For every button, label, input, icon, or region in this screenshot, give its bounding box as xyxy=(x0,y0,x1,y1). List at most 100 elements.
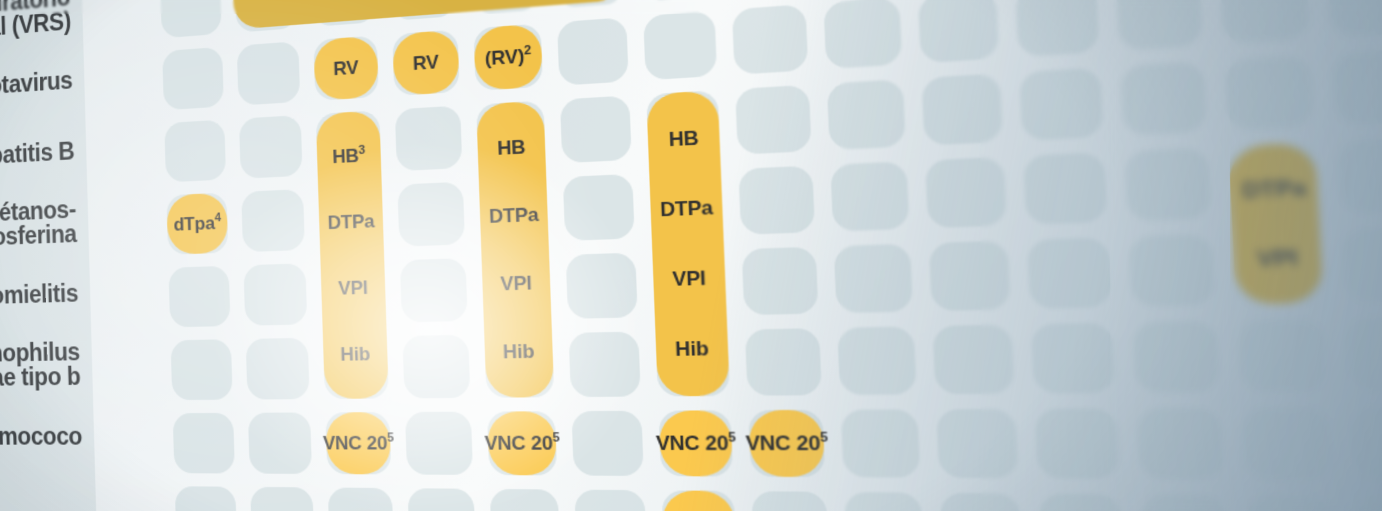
vaccine-label: DTPa xyxy=(1241,175,1307,203)
grid-cell xyxy=(1224,54,1315,131)
grid-cell xyxy=(1034,408,1120,479)
grid-cell xyxy=(932,324,1015,395)
grid-cell xyxy=(826,79,906,151)
grid-cell xyxy=(557,17,629,86)
vaccine-pill-booster-dtpa-vpi: DTPa VPI xyxy=(1228,142,1324,305)
grid-cell xyxy=(397,181,465,247)
grid-cell xyxy=(562,173,635,241)
vaccine-label: Hib xyxy=(674,336,709,360)
grid-cell xyxy=(1132,320,1221,393)
grid-cell xyxy=(731,4,809,75)
grid-cell xyxy=(1327,0,1382,38)
grid-cell xyxy=(164,119,227,183)
grid-cell xyxy=(837,326,917,396)
disease-label-1: Rotavirus xyxy=(0,66,73,110)
grid-cell xyxy=(402,334,471,399)
grid-cell xyxy=(168,265,231,328)
grid-cell xyxy=(568,331,641,398)
grid-cell xyxy=(236,41,301,106)
grid-cell xyxy=(238,114,303,179)
vaccine-label: VNC 205 xyxy=(484,431,560,455)
disease-label-4: Poliomielitis xyxy=(0,279,79,313)
grid-cell xyxy=(1219,0,1310,45)
grid-cell xyxy=(559,95,632,164)
grid-cell xyxy=(1119,61,1208,136)
vaccine-note: 5 xyxy=(819,430,829,446)
grid-cell xyxy=(1237,318,1329,392)
vaccine-label: DTPa xyxy=(488,203,539,227)
disease-label-line1: Neumococo xyxy=(0,422,83,451)
vaccine-label: VPI xyxy=(500,271,533,295)
vaccine-pill-combo-2: HB DTPa VPI Hib xyxy=(646,90,730,397)
disease-label-6: Neumococo xyxy=(0,422,83,451)
vaccine-label: HB3 xyxy=(331,144,366,168)
grid-cell xyxy=(404,411,474,475)
grid-cell xyxy=(574,489,647,511)
grid-cell xyxy=(250,486,315,511)
vaccine-note: 2 xyxy=(523,43,532,59)
vaccine-label: VPI xyxy=(1256,244,1299,271)
vaccine-label: RV xyxy=(333,56,359,80)
grid-cell xyxy=(735,84,812,155)
grid-cell xyxy=(751,491,829,511)
disease-label-2: Hepatitis B xyxy=(0,136,75,178)
grid-cell xyxy=(1350,406,1382,481)
vaccine-label: DTPa xyxy=(327,210,375,234)
grid-cell xyxy=(1030,322,1116,394)
grid-cell xyxy=(327,487,394,511)
grid-cell xyxy=(1341,226,1382,303)
vaccine-label: (RV)2 xyxy=(484,43,532,70)
vaccine-note: 3 xyxy=(358,144,366,158)
vaccine-label: Hib xyxy=(502,339,535,363)
grid-cell xyxy=(844,491,924,511)
grid-cell xyxy=(1331,48,1382,126)
disease-label-line1: Hepatitis B xyxy=(0,136,75,171)
vaccine-label: VNC 205 xyxy=(655,430,736,455)
grid-cell xyxy=(399,258,468,323)
grid-cell xyxy=(394,105,463,172)
vaccine-pill-combo-1: HB DTPa VPI Hib xyxy=(476,100,555,398)
grid-cell xyxy=(1355,496,1382,511)
disease-label-line2: tosferina xyxy=(0,220,77,252)
grid-cell xyxy=(160,0,222,39)
grid-cell xyxy=(1345,316,1382,392)
grid-cell xyxy=(1136,407,1225,480)
grid-cell xyxy=(936,408,1019,479)
grid-cell xyxy=(640,0,714,2)
vaccine-label: VPI xyxy=(338,276,369,299)
vaccine-pill-dtpa-maternal: dTpa4 xyxy=(166,192,229,255)
vaccine-pill-pneumococcal-2: VNC 205 xyxy=(655,410,736,477)
vaccine-label: Hib xyxy=(340,342,371,365)
vaccine-note: 5 xyxy=(552,431,560,446)
grid-cell xyxy=(833,243,914,314)
disease-label-line1: Rotavirus xyxy=(0,66,73,101)
grid-cell xyxy=(925,156,1007,229)
grid-cell xyxy=(741,246,819,316)
grid-cell xyxy=(1128,233,1216,307)
grid-cell xyxy=(1241,407,1333,481)
vaccine-label: VPI xyxy=(672,266,707,290)
vaccine-note: 5 xyxy=(386,431,394,446)
grid-cell xyxy=(744,328,822,396)
vaccine-pill-pneumococcal-0: VNC 205 xyxy=(323,412,394,475)
grid-cell xyxy=(245,337,310,400)
grid-cell xyxy=(407,488,476,511)
grid-cell xyxy=(241,189,305,253)
vaccine-label: AcVRS1 xyxy=(385,0,463,3)
vaccine-pill-combo-0: HB3 DTPa VPI Hib xyxy=(315,110,389,399)
grid-cell xyxy=(1038,493,1124,511)
vaccine-note: 4 xyxy=(214,211,221,225)
vaccine-label: DTPa xyxy=(659,195,714,221)
vaccine-pill-pneumococcal-1: VNC 205 xyxy=(484,411,560,476)
grid-cell xyxy=(162,46,224,111)
grid-cell xyxy=(172,412,235,474)
grid-cell xyxy=(1246,495,1338,511)
grid-cell xyxy=(565,252,638,319)
grid-cell xyxy=(917,0,1000,64)
vaccine-label: VNC 205 xyxy=(322,431,394,454)
